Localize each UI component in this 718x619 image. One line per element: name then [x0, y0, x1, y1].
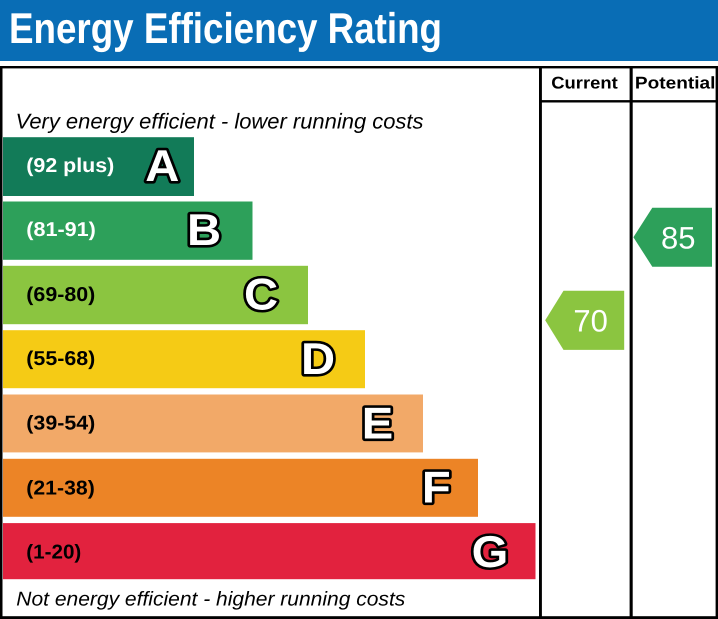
svg-text:70: 70 — [573, 304, 607, 339]
svg-text:(1-20): (1-20) — [26, 542, 81, 564]
svg-text:(39-54): (39-54) — [26, 413, 95, 435]
svg-text:Not energy efficient - higher: Not energy efficient - higher running co… — [16, 588, 405, 610]
svg-text:(21-38): (21-38) — [26, 477, 95, 499]
svg-text:F: F — [422, 464, 451, 513]
svg-text:G: G — [472, 528, 509, 577]
svg-text:(55-68): (55-68) — [26, 348, 95, 370]
svg-text:(69-80): (69-80) — [26, 284, 95, 306]
svg-text:C: C — [244, 271, 278, 320]
svg-text:Current: Current — [551, 74, 618, 93]
svg-text:(81-91): (81-91) — [26, 219, 96, 241]
svg-text:(92 plus): (92 plus) — [26, 155, 114, 177]
svg-text:Energy Efficiency Rating: Energy Efficiency Rating — [9, 5, 442, 53]
svg-text:Potential: Potential — [635, 74, 716, 93]
svg-text:85: 85 — [661, 221, 695, 256]
svg-text:B: B — [187, 206, 221, 255]
svg-text:A: A — [145, 142, 179, 191]
svg-text:E: E — [362, 399, 393, 448]
svg-text:Very energy efficient - lower: Very energy efficient - lower running co… — [16, 110, 424, 134]
svg-text:D: D — [301, 335, 335, 384]
